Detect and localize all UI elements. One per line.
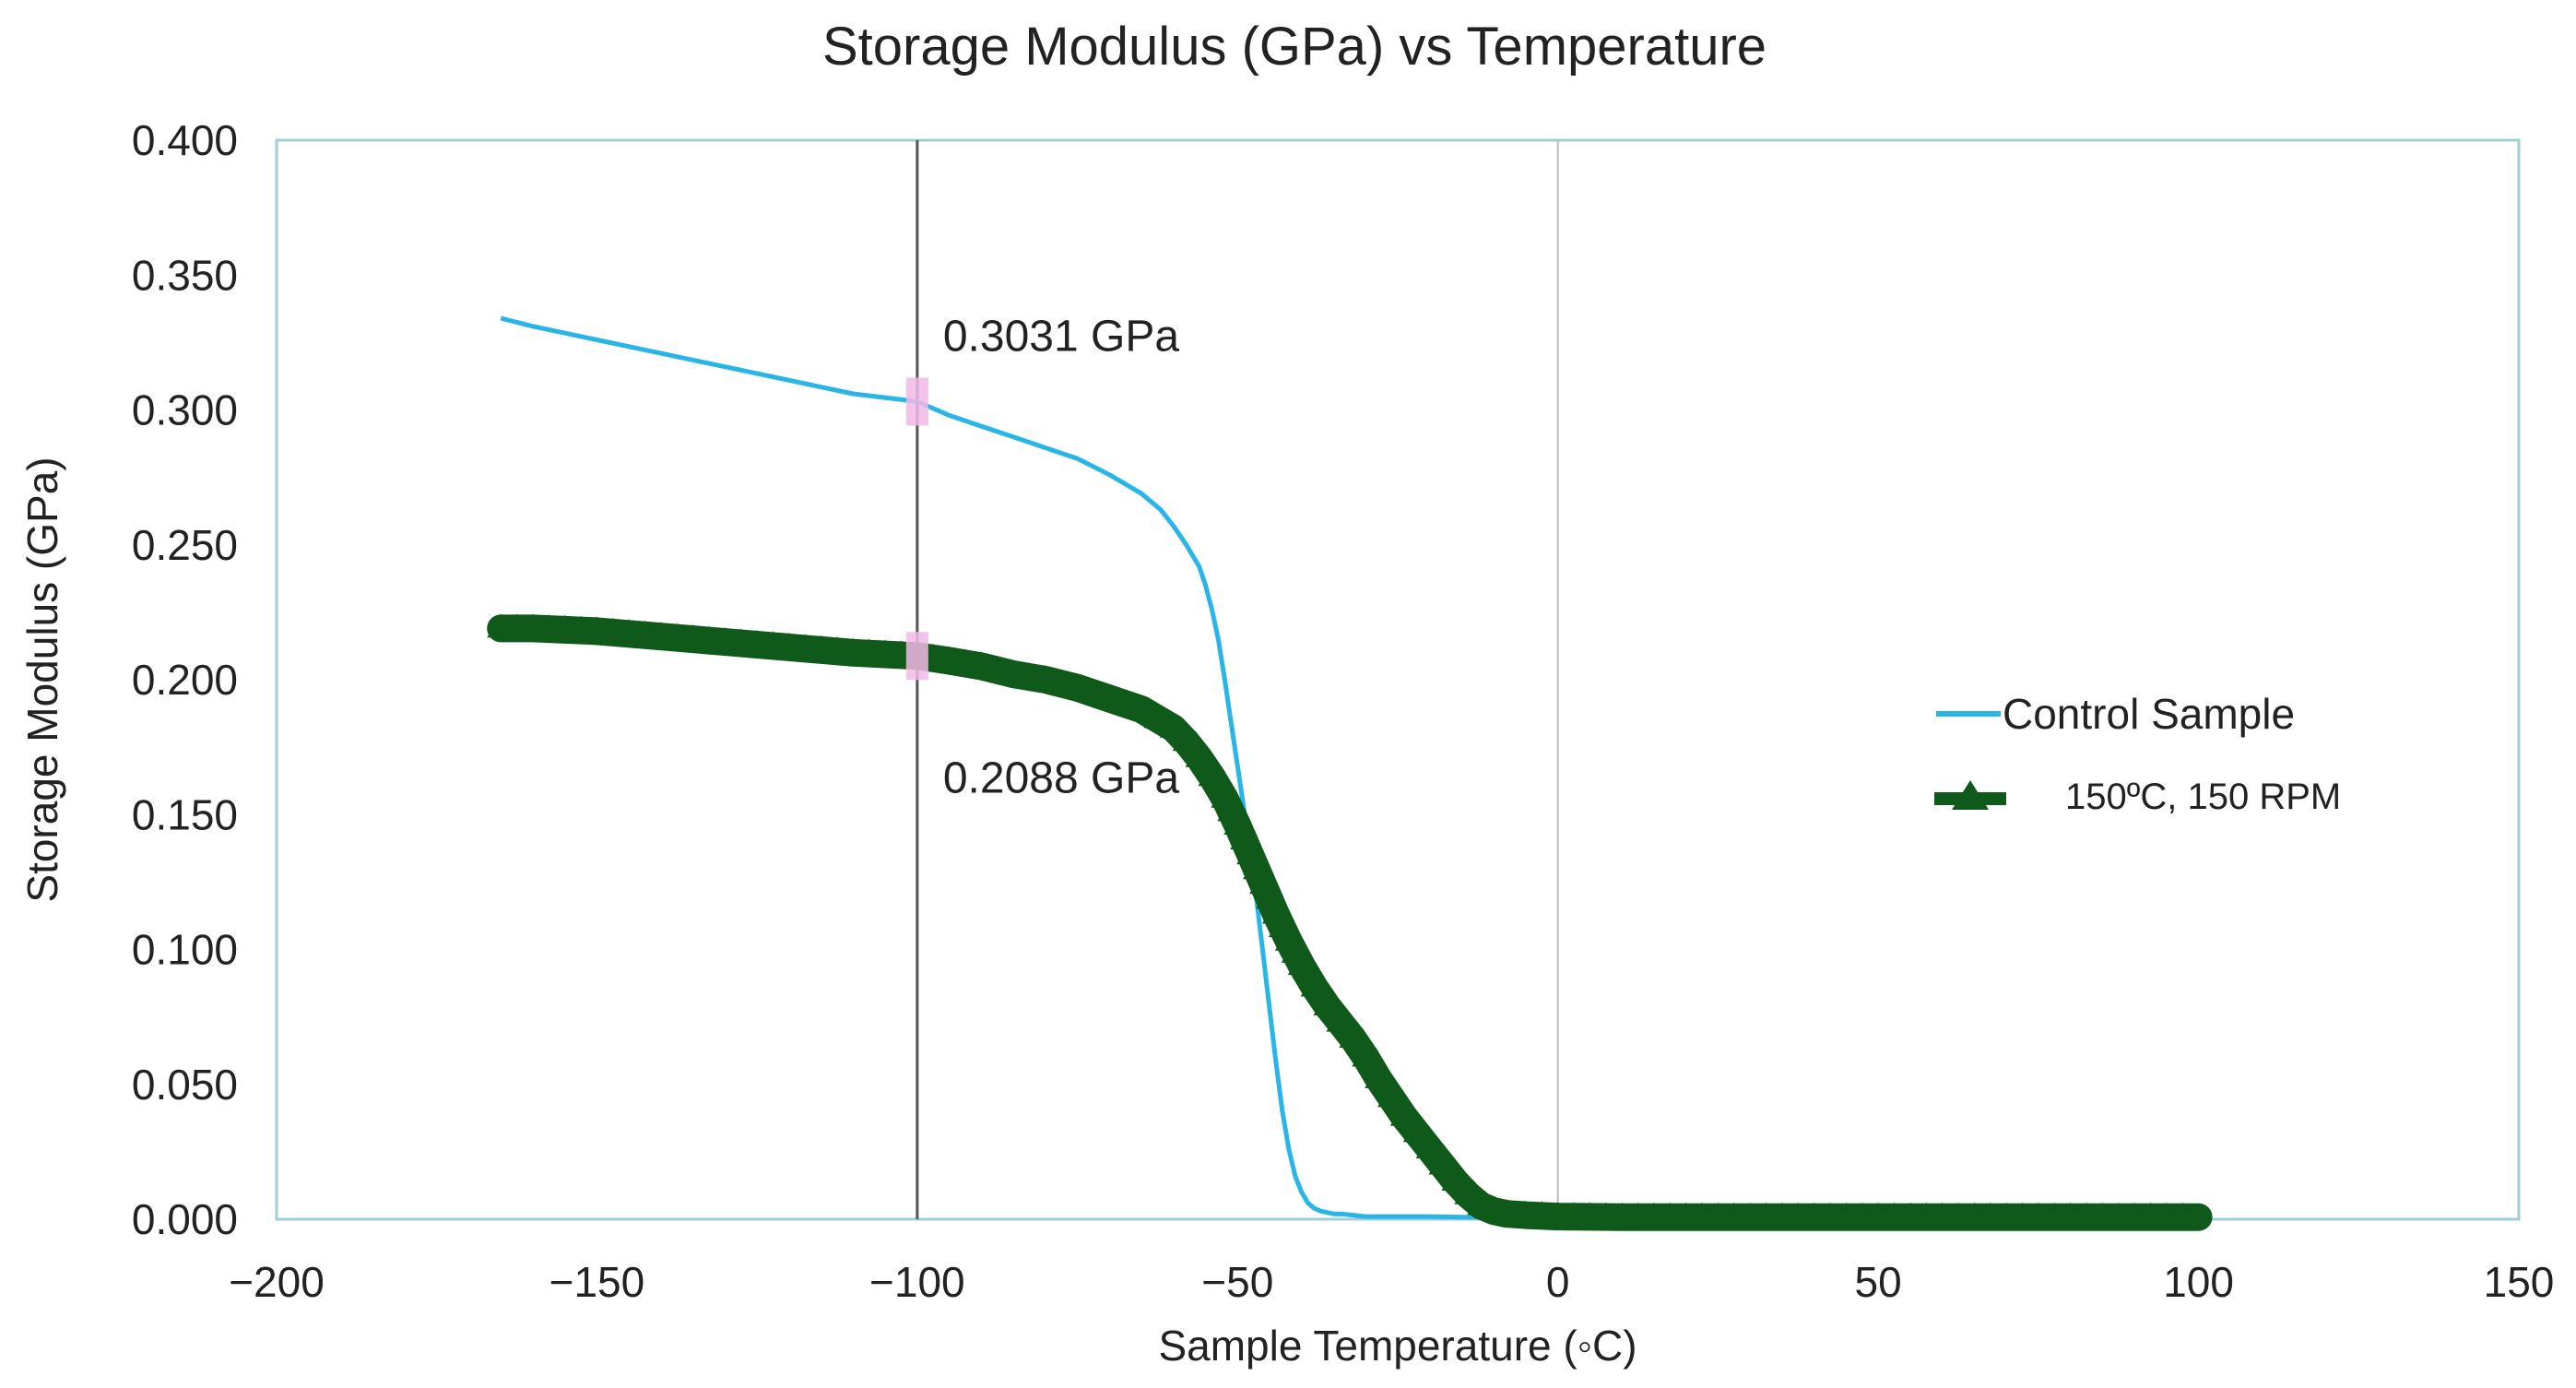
x-axis-tick-labels: −200 −150 −100 −50 0 50 100 150 [229, 1258, 2554, 1306]
series-line [500, 315, 1482, 1220]
data-point-marker [983, 655, 1011, 680]
x-tick-label: −100 [869, 1258, 965, 1306]
annotation-label: 0.2088 GPa [943, 753, 1180, 802]
y-tick-label: 0.200 [132, 656, 238, 704]
data-point-marker [1287, 951, 1316, 975]
y-tick-label: 0.000 [132, 1195, 238, 1243]
data-point-marker [1377, 1083, 1406, 1108]
data-point-marker [999, 659, 1028, 684]
x-axis-title: Sample Temperature (◦C) [1158, 1322, 1637, 1370]
data-point-marker [1095, 683, 1124, 708]
x-tick-label: −150 [549, 1258, 645, 1306]
data-point-marker [1128, 694, 1156, 719]
data-point-marker [1063, 672, 1092, 697]
data-point-marker [1185, 742, 1213, 767]
data-point-marker [1143, 704, 1172, 729]
y-tick-label: 0.400 [132, 116, 238, 164]
annotation-label: 0.3031 GPa [943, 312, 1180, 361]
data-point-marker [1079, 678, 1107, 703]
x-tick-label: 0 [1546, 1258, 1570, 1306]
data-point-marker [1300, 972, 1329, 997]
annotations-layer: 0.3031 GPa 0.2088 GPa [905, 312, 1180, 802]
plot-area-frame [275, 138, 2521, 1221]
x-tick-label: 50 [1855, 1258, 1902, 1306]
y-tick-label: 0.150 [132, 790, 238, 838]
data-point-marker [951, 648, 979, 673]
annotation-marker [905, 377, 928, 426]
legend-label-control: Control Sample [2003, 690, 2295, 738]
data-point-marker [1172, 727, 1200, 752]
y-axis-tick-labels: 0.000 0.050 0.100 0.150 0.200 0.250 0.300 0.350… [132, 116, 238, 1243]
data-point-marker [1428, 1150, 1457, 1175]
data-point-marker [1454, 1180, 1483, 1204]
legend-label-processed: 150ºC, 150 RPM [2065, 777, 2341, 817]
series-1 [487, 613, 2213, 1231]
y-tick-label: 0.300 [132, 386, 238, 434]
data-point-marker [1031, 665, 1059, 689]
data-point-marker [1198, 762, 1226, 787]
series-0 [500, 315, 1482, 1220]
data-point-marker [1352, 1042, 1380, 1067]
y-axis-title: Storage Modulus (GPa) [18, 457, 66, 902]
series-layer [487, 315, 2213, 1231]
data-point-marker [1389, 1101, 1418, 1126]
x-tick-label: 150 [2484, 1258, 2555, 1306]
data-point-marker [1365, 1063, 1393, 1088]
legend: Control Sample 150ºC, 150 RPM [1934, 690, 2341, 817]
x-tick-label: −50 [1201, 1258, 1273, 1306]
chart-title: Storage Modulus (GPa) vs Temperature [822, 17, 1767, 77]
y-tick-label: 0.250 [132, 521, 238, 569]
y-tick-label: 0.350 [132, 251, 238, 299]
data-point-marker [1047, 669, 1076, 694]
data-point-marker [1326, 1007, 1354, 1032]
data-point-marker [1159, 713, 1188, 738]
legend-marker-processed [1952, 780, 1989, 810]
data-point-marker [1339, 1024, 1367, 1048]
data-point-marker [1415, 1134, 1444, 1158]
y-tick-label: 0.100 [132, 926, 238, 974]
data-point-marker [1313, 991, 1341, 1015]
data-point-marker [967, 651, 996, 676]
data-point-marker [1111, 689, 1140, 714]
data-point-marker [1493, 1199, 1521, 1224]
data-point-marker [1015, 662, 1044, 687]
data-point-marker [935, 646, 963, 670]
x-tick-label: 100 [2163, 1258, 2234, 1306]
data-point-marker [1441, 1167, 1470, 1191]
data-point-marker [1402, 1118, 1431, 1143]
data-point-marker [2168, 1202, 2197, 1227]
annotation-marker [905, 632, 928, 681]
x-tick-label: −200 [229, 1258, 325, 1306]
y-tick-label: 0.050 [132, 1061, 238, 1109]
